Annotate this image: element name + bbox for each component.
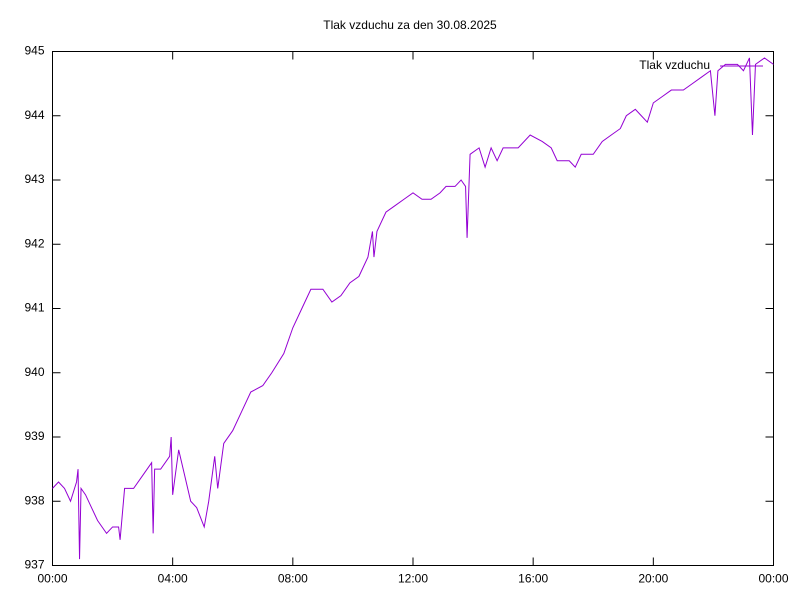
y-tick-label: 937 [24,558,44,572]
y-tick-label: 943 [24,172,44,186]
x-tick-label: 08:00 [278,572,308,586]
y-tick-label: 941 [24,301,44,315]
y-tick-label: 942 [24,236,44,250]
line-series [52,57,774,560]
x-tick-label: 12:00 [398,572,428,586]
y-tick-label: 938 [24,493,44,507]
y-tick-label: 944 [24,108,44,122]
x-tick-label: 04:00 [158,572,188,586]
x-tick-label: 20:00 [638,572,668,586]
x-tick-label: 00:00 [758,572,788,586]
legend-label: Tlak vzduchu [639,58,710,72]
y-tick-label: 939 [24,429,44,443]
y-tick-label: 945 [24,44,44,58]
x-tick-label: 00:00 [37,572,67,586]
chart-title: Tlak vzduchu za den 30.08.2025 [323,18,497,32]
x-tick-label: 16:00 [518,572,548,586]
y-tick-label: 940 [24,365,44,379]
